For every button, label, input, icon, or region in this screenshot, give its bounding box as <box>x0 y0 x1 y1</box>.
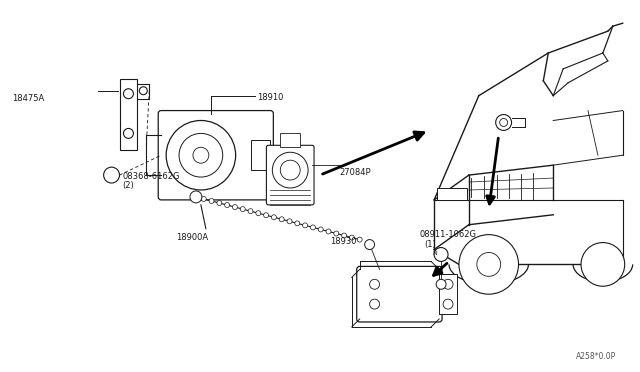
Circle shape <box>434 247 448 262</box>
Circle shape <box>190 191 202 203</box>
Circle shape <box>349 235 355 240</box>
Circle shape <box>140 87 147 95</box>
FancyBboxPatch shape <box>356 266 442 322</box>
Circle shape <box>179 134 223 177</box>
Circle shape <box>232 205 237 209</box>
Text: (2): (2) <box>122 181 134 190</box>
Circle shape <box>240 206 245 212</box>
Circle shape <box>581 243 625 286</box>
Circle shape <box>248 209 253 214</box>
Circle shape <box>273 152 308 188</box>
FancyArrowPatch shape <box>433 263 447 275</box>
Circle shape <box>443 279 453 289</box>
Bar <box>280 134 300 147</box>
Circle shape <box>280 160 300 180</box>
Circle shape <box>318 227 323 232</box>
Text: 08911-1062G: 08911-1062G <box>419 230 476 239</box>
FancyBboxPatch shape <box>266 145 314 205</box>
Circle shape <box>124 128 133 138</box>
Circle shape <box>459 235 518 294</box>
Bar <box>439 274 457 314</box>
Circle shape <box>334 231 339 236</box>
Circle shape <box>209 199 214 203</box>
Circle shape <box>495 115 511 131</box>
Circle shape <box>279 217 284 222</box>
Text: 18475A: 18475A <box>12 94 45 103</box>
Circle shape <box>271 215 276 220</box>
Text: 18910: 18910 <box>257 93 284 102</box>
Circle shape <box>303 223 308 228</box>
Circle shape <box>500 119 508 126</box>
Circle shape <box>477 253 500 276</box>
Circle shape <box>217 201 222 205</box>
Circle shape <box>193 195 198 199</box>
Circle shape <box>264 213 269 218</box>
Circle shape <box>166 121 236 190</box>
FancyArrowPatch shape <box>323 132 424 174</box>
Text: 18900A: 18900A <box>176 232 208 242</box>
Circle shape <box>193 147 209 163</box>
Circle shape <box>436 279 446 289</box>
Text: 27084P: 27084P <box>340 168 371 177</box>
Circle shape <box>295 221 300 226</box>
Text: N: N <box>433 251 438 256</box>
Circle shape <box>443 299 453 309</box>
Text: A258*0.0P: A258*0.0P <box>575 352 616 361</box>
Circle shape <box>326 229 331 234</box>
FancyArrowPatch shape <box>486 138 499 204</box>
Bar <box>120 79 138 150</box>
Circle shape <box>104 167 120 183</box>
Text: 18930: 18930 <box>330 237 356 246</box>
FancyBboxPatch shape <box>158 110 273 200</box>
Text: 08368-6162G: 08368-6162G <box>122 172 180 181</box>
Circle shape <box>365 240 374 250</box>
Bar <box>437 188 467 200</box>
Circle shape <box>370 299 380 309</box>
Circle shape <box>310 225 316 230</box>
Circle shape <box>256 211 261 216</box>
Circle shape <box>124 89 133 99</box>
Circle shape <box>370 279 380 289</box>
Circle shape <box>225 203 230 208</box>
Bar <box>250 140 270 170</box>
Text: (1): (1) <box>424 240 436 248</box>
Circle shape <box>287 219 292 224</box>
Circle shape <box>201 196 206 201</box>
Circle shape <box>342 233 347 238</box>
Circle shape <box>357 237 362 242</box>
